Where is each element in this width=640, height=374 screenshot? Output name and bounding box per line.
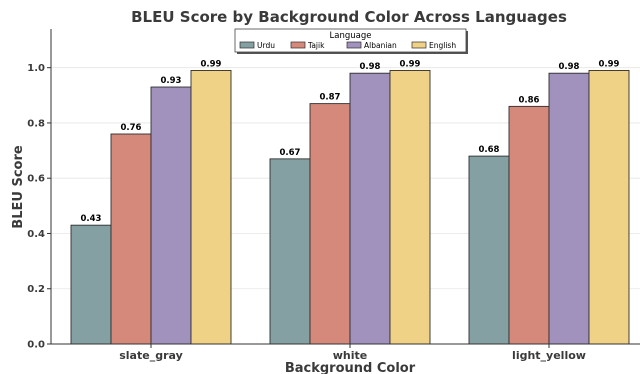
- axes: [50, 29, 640, 345]
- data-label: 0.99: [400, 59, 421, 69]
- x-axis-ticks: slate_gray white light_yellow: [119, 344, 586, 362]
- data-labels: 0.43 0.76 0.93 0.99 0.67 0.87 0.98 0.99 0.68 0.86…: [81, 59, 620, 224]
- y-tick-label: 0.0: [27, 340, 45, 351]
- y-tick-label: 1.0: [27, 63, 45, 74]
- legend-swatch-urdu: [239, 41, 255, 49]
- data-label: 0.98: [360, 62, 381, 72]
- legend-label-albanian: Albanian: [364, 41, 397, 50]
- bar-albanian-white: [349, 72, 391, 345]
- bar-albanian-slate_gray: [150, 86, 192, 345]
- bar-english-white: [389, 69, 431, 345]
- x-tick-label: light_yellow: [512, 349, 586, 362]
- legend-label-english: English: [429, 41, 456, 50]
- data-label: 0.76: [121, 123, 142, 133]
- data-label: 0.98: [559, 62, 580, 72]
- y-axis-ticks: 0.0 0.2 0.4 0.6 0.8 1.0: [27, 63, 51, 351]
- data-label: 0.86: [519, 95, 540, 105]
- data-label: 0.99: [201, 59, 222, 69]
- data-label: 0.99: [599, 59, 620, 69]
- legend-label-urdu: Urdu: [257, 41, 275, 50]
- data-label: 0.87: [320, 93, 341, 103]
- bar-albanian-light_yellow: [548, 72, 590, 345]
- bar-urdu-light_yellow: [468, 155, 510, 345]
- data-label: 0.68: [479, 145, 500, 155]
- data-label: 0.43: [81, 214, 102, 224]
- data-label: 0.93: [161, 76, 182, 86]
- x-tick-label: slate_gray: [119, 349, 183, 362]
- legend-swatch-albanian: [346, 41, 362, 49]
- bar-tajik-white: [309, 103, 351, 345]
- legend-swatch-english: [411, 41, 427, 49]
- legend-title: Language: [330, 31, 372, 41]
- bar-urdu-white: [269, 158, 311, 345]
- bar-tajik-light_yellow: [508, 105, 550, 345]
- legend: Language Urdu Tajik Albanian English: [234, 28, 468, 54]
- y-axis-label: BLEU Score: [11, 145, 26, 229]
- data-label: 0.67: [280, 148, 301, 158]
- bar-english-slate_gray: [190, 69, 232, 345]
- x-tick-label: white: [333, 349, 367, 362]
- bars: [70, 69, 630, 345]
- bar-urdu-slate_gray: [70, 224, 112, 345]
- y-tick-label: 0.2: [27, 284, 45, 295]
- y-tick-label: 0.6: [27, 174, 45, 185]
- y-tick-label: 0.8: [27, 118, 45, 129]
- y-tick-label: 0.4: [27, 229, 45, 240]
- legend-swatch-tajik: [290, 41, 306, 49]
- legend-label-tajik: Tajik: [307, 41, 325, 50]
- bar-english-light_yellow: [588, 69, 630, 345]
- chart-title: BLEU Score by Background Color Across La…: [131, 8, 567, 26]
- x-axis-label: Background Color: [285, 361, 416, 374]
- bar-tajik-slate_gray: [110, 133, 152, 345]
